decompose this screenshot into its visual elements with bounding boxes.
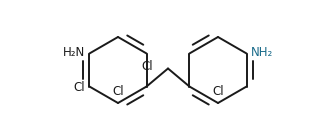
Text: Cl: Cl bbox=[212, 85, 224, 98]
Text: Cl: Cl bbox=[142, 59, 153, 73]
Text: Cl: Cl bbox=[112, 85, 124, 98]
Text: H₂N: H₂N bbox=[63, 46, 85, 59]
Text: Cl: Cl bbox=[74, 81, 85, 94]
Text: NH₂: NH₂ bbox=[251, 46, 273, 59]
